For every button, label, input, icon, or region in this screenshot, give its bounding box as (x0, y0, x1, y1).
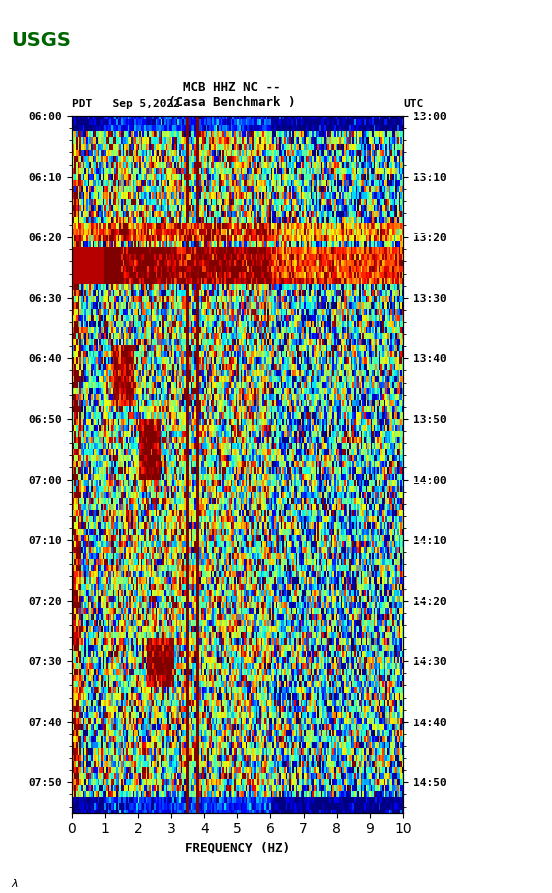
Text: (Casa Benchmark ): (Casa Benchmark ) (168, 96, 295, 109)
Text: MCB HHZ NC --: MCB HHZ NC -- (183, 80, 280, 94)
Text: $\lambda$: $\lambda$ (11, 877, 19, 889)
X-axis label: FREQUENCY (HZ): FREQUENCY (HZ) (185, 842, 290, 855)
Text: UTC: UTC (403, 99, 423, 109)
Text: USGS: USGS (11, 31, 71, 50)
Text: PDT   Sep 5,2022: PDT Sep 5,2022 (72, 99, 180, 109)
